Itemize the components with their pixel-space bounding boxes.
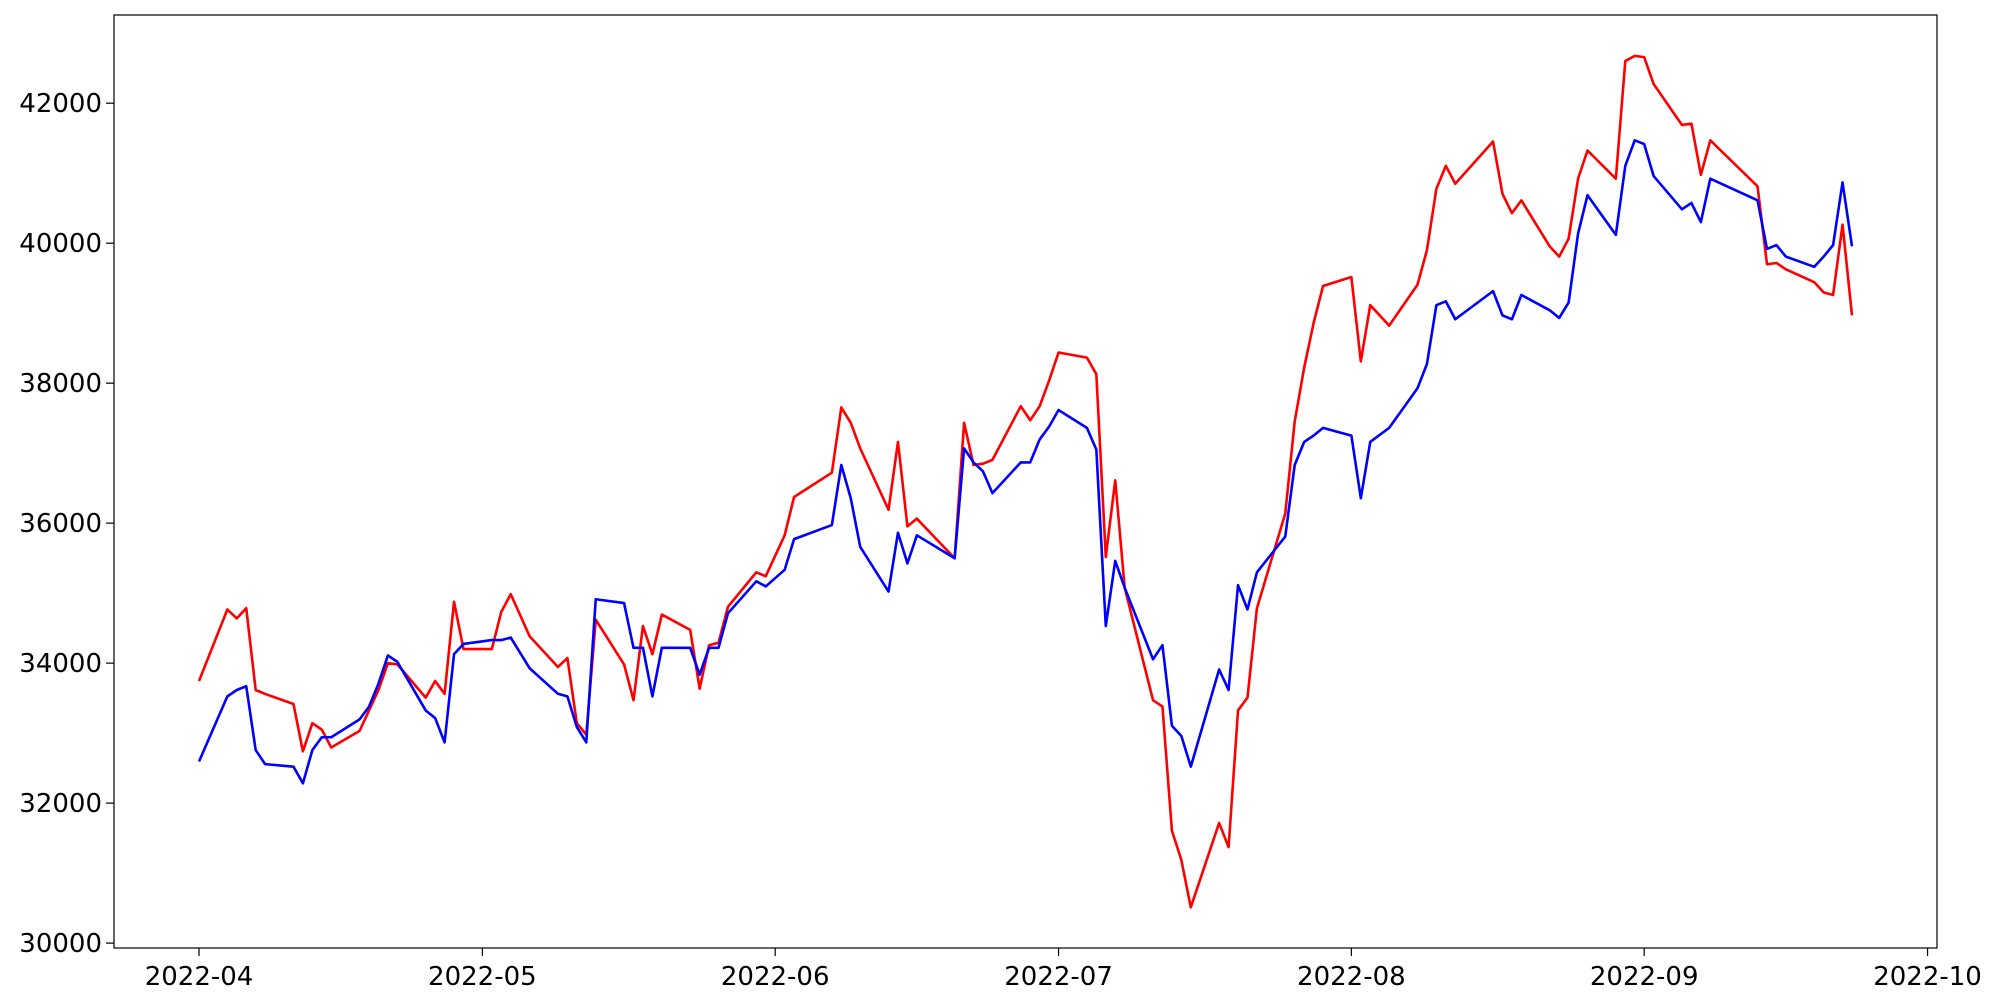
x-tick-label: 2022-07 (1004, 962, 1113, 992)
series-line (197, 138, 1854, 785)
x-tick-label: 2022-09 (1590, 962, 1699, 992)
y-tick-label: 34000 (19, 649, 102, 679)
x-tick-label: 2022-06 (721, 962, 830, 992)
y-tick-label: 38000 (19, 369, 102, 399)
x-tick-label: 2022-08 (1297, 962, 1406, 992)
y-tick-label: 36000 (19, 509, 102, 539)
y-tick-label: 42000 (19, 89, 102, 119)
y-tick-label: 30000 (19, 929, 102, 959)
x-tick-label: 2022-04 (145, 962, 254, 992)
y-tick-label: 40000 (19, 229, 102, 259)
y-tick-label: 32000 (19, 789, 102, 819)
x-tick-label: 2022-10 (1873, 962, 1982, 992)
series-line (197, 54, 1854, 909)
plot-frame (113, 14, 1938, 949)
x-tick-label: 2022-05 (428, 962, 537, 992)
